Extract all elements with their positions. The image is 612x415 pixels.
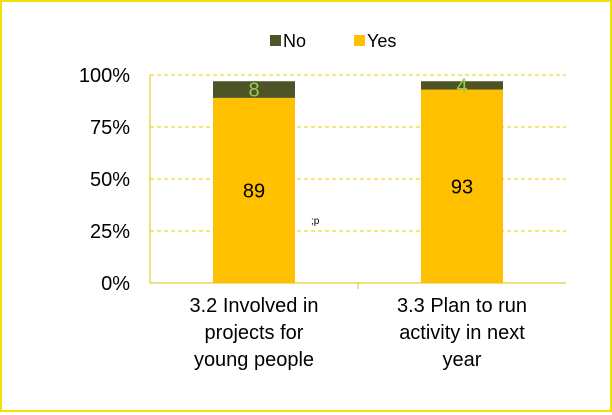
- legend-swatch-yes: [354, 35, 365, 46]
- bar-segment-no: [213, 81, 295, 98]
- x-axis: 3.2 Involved in projects for young people 3…: [190, 283, 527, 371]
- y-tick-label: 0%: [101, 273, 130, 295]
- bar-segment-no: [421, 81, 503, 90]
- bars: 89 8 93 4: [213, 75, 503, 283]
- chart-annotation: ;p: [311, 216, 320, 227]
- x-tick-label: projects for: [205, 322, 304, 344]
- y-tick-label: 100%: [79, 65, 130, 87]
- x-tick-label: activity in next: [399, 322, 525, 344]
- legend-label-no: No: [283, 31, 306, 51]
- legend-label-yes: Yes: [367, 31, 396, 51]
- bar-segment-yes: [421, 89, 503, 283]
- gridlines: [150, 74, 566, 232]
- y-tick-label: 25%: [90, 221, 130, 243]
- x-tick-label: young people: [194, 349, 314, 371]
- data-label-yes: 89: [243, 180, 265, 202]
- data-label-yes: 93: [451, 176, 473, 198]
- data-label-no: 4: [456, 75, 467, 97]
- y-tick-label: 75%: [90, 117, 130, 139]
- y-tick-label: 50%: [90, 169, 130, 191]
- stacked-bar-chart: No Yes 0% 25% 50% 75% 100% 89 8 93 4 3.2 Involve…: [79, 31, 566, 371]
- x-tick-label: 3.3 Plan to run: [397, 295, 527, 317]
- legend: No Yes: [270, 31, 396, 51]
- legend-swatch-no: [270, 35, 281, 46]
- x-tick-label: 3.2 Involved in: [190, 295, 319, 317]
- bar-segment-yes: [213, 97, 295, 283]
- data-label-no: 8: [248, 80, 259, 102]
- x-tick-label: year: [443, 349, 482, 371]
